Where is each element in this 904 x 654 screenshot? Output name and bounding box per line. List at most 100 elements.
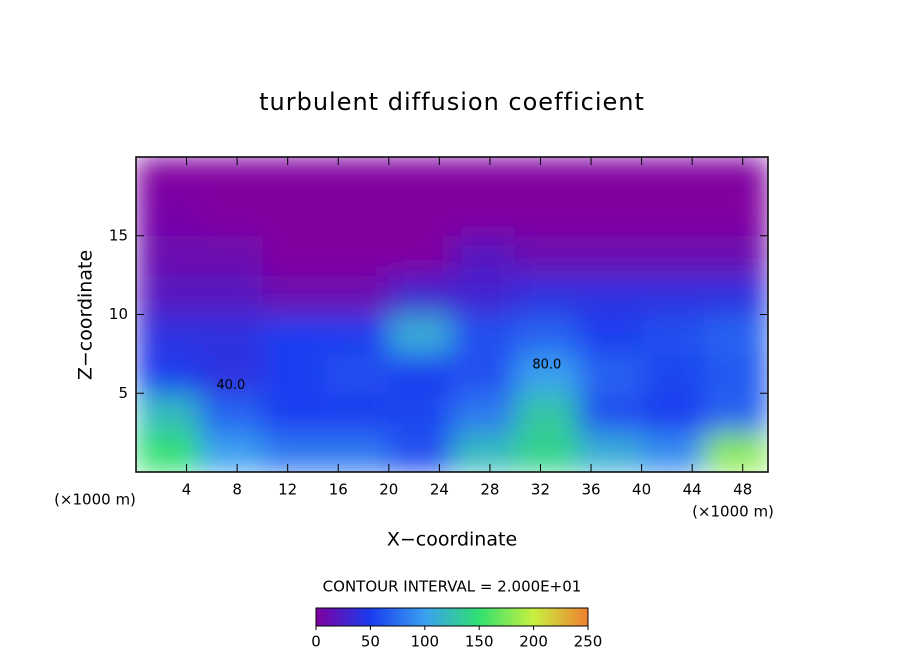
field-cell — [388, 196, 453, 237]
field-cell — [452, 393, 516, 434]
field-cell — [641, 393, 706, 434]
x-unit: (×1000 m) — [54, 491, 136, 509]
colorbar-ticks: 0 50 100 150 200 250 — [311, 626, 602, 651]
field-cell — [452, 235, 516, 276]
field-cell — [452, 353, 516, 394]
field-cell — [262, 157, 327, 197]
field-cell — [136, 393, 200, 434]
field-cell — [325, 353, 390, 394]
field-cell — [199, 432, 263, 472]
field-cell — [452, 196, 516, 237]
field-cell — [704, 353, 768, 394]
field-cell — [452, 275, 516, 315]
field-cell — [704, 235, 768, 276]
field-cell — [641, 275, 706, 315]
field-cell — [325, 275, 390, 315]
field-cell — [578, 275, 643, 315]
field-cell — [641, 432, 706, 472]
field-cell — [199, 275, 263, 315]
field — [136, 157, 768, 472]
x-tick-label: 4 — [182, 481, 192, 499]
field-cell — [515, 196, 579, 237]
field-cell — [262, 353, 327, 394]
y-axis-label: Z−coordinate — [75, 250, 97, 380]
contour-note: CONTOUR INTERVAL = 2.000E+01 — [323, 578, 582, 596]
field-cell — [325, 314, 390, 355]
colorbar-tick-label: 100 — [410, 633, 439, 651]
field-cell — [388, 432, 453, 472]
field-cell — [136, 353, 200, 394]
field-cell — [136, 196, 200, 237]
field-cell — [452, 314, 516, 355]
field-cell — [136, 235, 200, 276]
colorbar-tick-label: 250 — [574, 633, 603, 651]
field-cell — [136, 432, 200, 472]
field-cell — [262, 393, 327, 434]
field-cell — [578, 196, 643, 237]
field-cell — [641, 353, 706, 394]
field-cell — [641, 196, 706, 237]
y-tick-label: 10 — [109, 305, 128, 323]
annotations: 80.0 40.0 — [216, 357, 561, 392]
field-cell — [262, 235, 327, 276]
field-cell — [578, 432, 643, 472]
field-cell — [136, 157, 200, 197]
field-cell — [515, 275, 579, 315]
field-cell — [578, 353, 643, 394]
x-tick-label: 28 — [480, 481, 499, 499]
field-cell — [452, 157, 516, 197]
field-cell — [325, 196, 390, 237]
field-cell — [515, 393, 579, 434]
colorbar-tick-label: 200 — [519, 633, 548, 651]
field-cell — [262, 196, 327, 237]
field-cell — [262, 275, 327, 315]
field-cell — [199, 196, 263, 237]
colorbar-tick-label: 0 — [311, 633, 321, 651]
colorbar — [315, 607, 589, 627]
contour-label: 80.0 — [532, 357, 561, 372]
x-tick-label: 20 — [379, 481, 398, 499]
field-cell — [578, 314, 643, 355]
field-cell — [262, 314, 327, 355]
field-cell — [704, 157, 768, 197]
field-cell — [388, 353, 453, 394]
field-cell — [578, 157, 643, 197]
field-cell — [578, 235, 643, 276]
field-cell — [641, 314, 706, 355]
colorbar-tick-label: 150 — [465, 633, 494, 651]
field-cell — [199, 235, 263, 276]
field-cell — [199, 157, 263, 197]
field-cell — [704, 432, 768, 472]
field-cell — [641, 235, 706, 276]
field-cell — [325, 157, 390, 197]
x-tick-label: 44 — [683, 481, 702, 499]
field-cell — [199, 393, 263, 434]
field-cell — [388, 393, 453, 434]
x-tick-label: 40 — [632, 481, 651, 499]
field-cell — [136, 275, 200, 315]
contour-label: 40.0 — [216, 378, 245, 393]
field-cell — [515, 235, 579, 276]
field-cell — [388, 275, 453, 315]
field-cell — [452, 432, 516, 472]
chart-title: turbulent diffusion coefficient — [259, 88, 645, 116]
field-cell — [199, 353, 263, 394]
x-tick-label: 16 — [329, 481, 348, 499]
x-tick-label: 8 — [232, 481, 242, 499]
field-cell — [388, 235, 453, 276]
field-cell — [515, 314, 579, 355]
field-cell — [325, 393, 390, 434]
field-cell — [515, 157, 579, 197]
x-unit: (×1000 m) — [692, 503, 774, 521]
field-cell — [704, 196, 768, 237]
field-cell — [515, 432, 579, 472]
field-cell — [325, 432, 390, 472]
field-cell — [641, 157, 706, 197]
x-tick-label: 36 — [581, 481, 600, 499]
field-cell — [388, 157, 453, 197]
field-cell — [262, 432, 327, 472]
field-cell — [136, 314, 200, 355]
field-cell — [704, 275, 768, 315]
